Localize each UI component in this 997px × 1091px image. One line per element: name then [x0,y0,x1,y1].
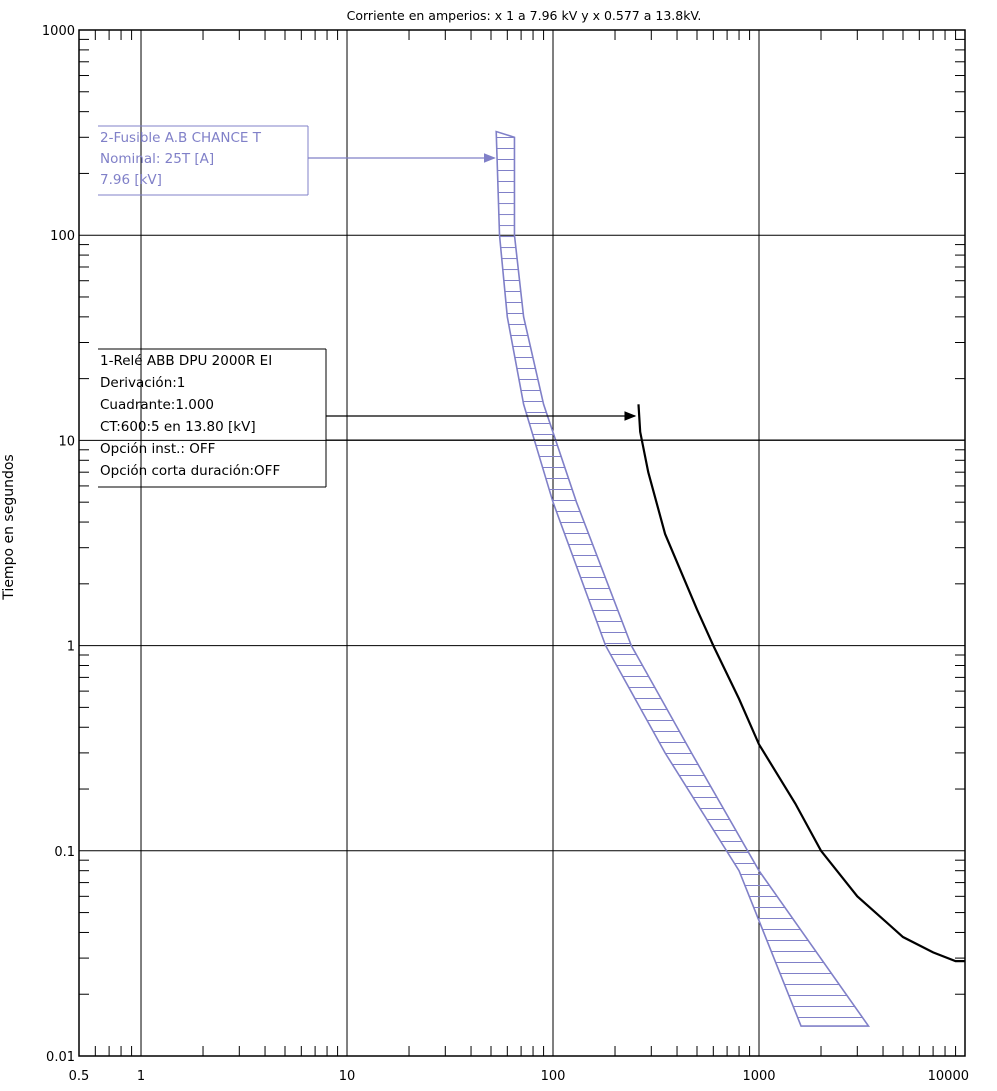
x-tick-label: 10 [339,1069,356,1084]
x-tick-label: 100 [541,1069,566,1084]
annotation-line: 1-Relé ABB DPU 2000R EI [100,353,272,369]
annotation-line: Opción inst.: OFF [100,441,215,457]
annotation-line: Opción corta duración:OFF [100,463,280,479]
y-tick-label: 100 [50,229,75,244]
grid-lines [79,30,965,1056]
y-tick-label: 1 [67,640,75,655]
annotation-line: Cuadrante:1.000 [100,397,214,413]
annotation-line: Nominal: 25T [A] [100,151,214,167]
annotation-line: 2-Fusible A.B CHANCE T [100,130,262,146]
chart-title: Corriente en amperios: x 1 a 7.96 kV y x… [347,8,702,23]
y-tick-label: 1000 [42,24,75,39]
plot-frame [78,29,966,1057]
fuse-band [495,130,871,1027]
x-tick-label: 10000 [928,1069,969,1084]
x-tick-label: 1 [137,1069,145,1084]
annotation-arrowhead [624,411,637,421]
y-axis-label: Tiempo en segundos [1,454,17,600]
series-layer [495,130,965,1027]
annotation-line: 7.96 [kV] [100,172,162,188]
annotation-layer: 2-Fusible A.B CHANCE T Nominal: 25T [A] 7.… [98,125,965,488]
y-tick-label: 10 [58,434,75,449]
y-tick-label: 0.01 [46,1050,75,1065]
relay-curve [637,404,965,963]
annotation-line: CT:600:5 en 13.80 [kV] [100,419,256,435]
minor-ticks [79,30,965,1056]
tick-labels: 0.5 1 10 100 1000 10000 0.01 0.1 1 10 100 1000 [42,24,969,1084]
x-tick-label: 0.5 [69,1069,90,1084]
annotation-line: Derivación:1 [100,375,185,391]
annotation-arrowhead [484,153,496,163]
x-tick-label: 1000 [742,1069,775,1084]
y-tick-label: 0.1 [54,845,75,860]
